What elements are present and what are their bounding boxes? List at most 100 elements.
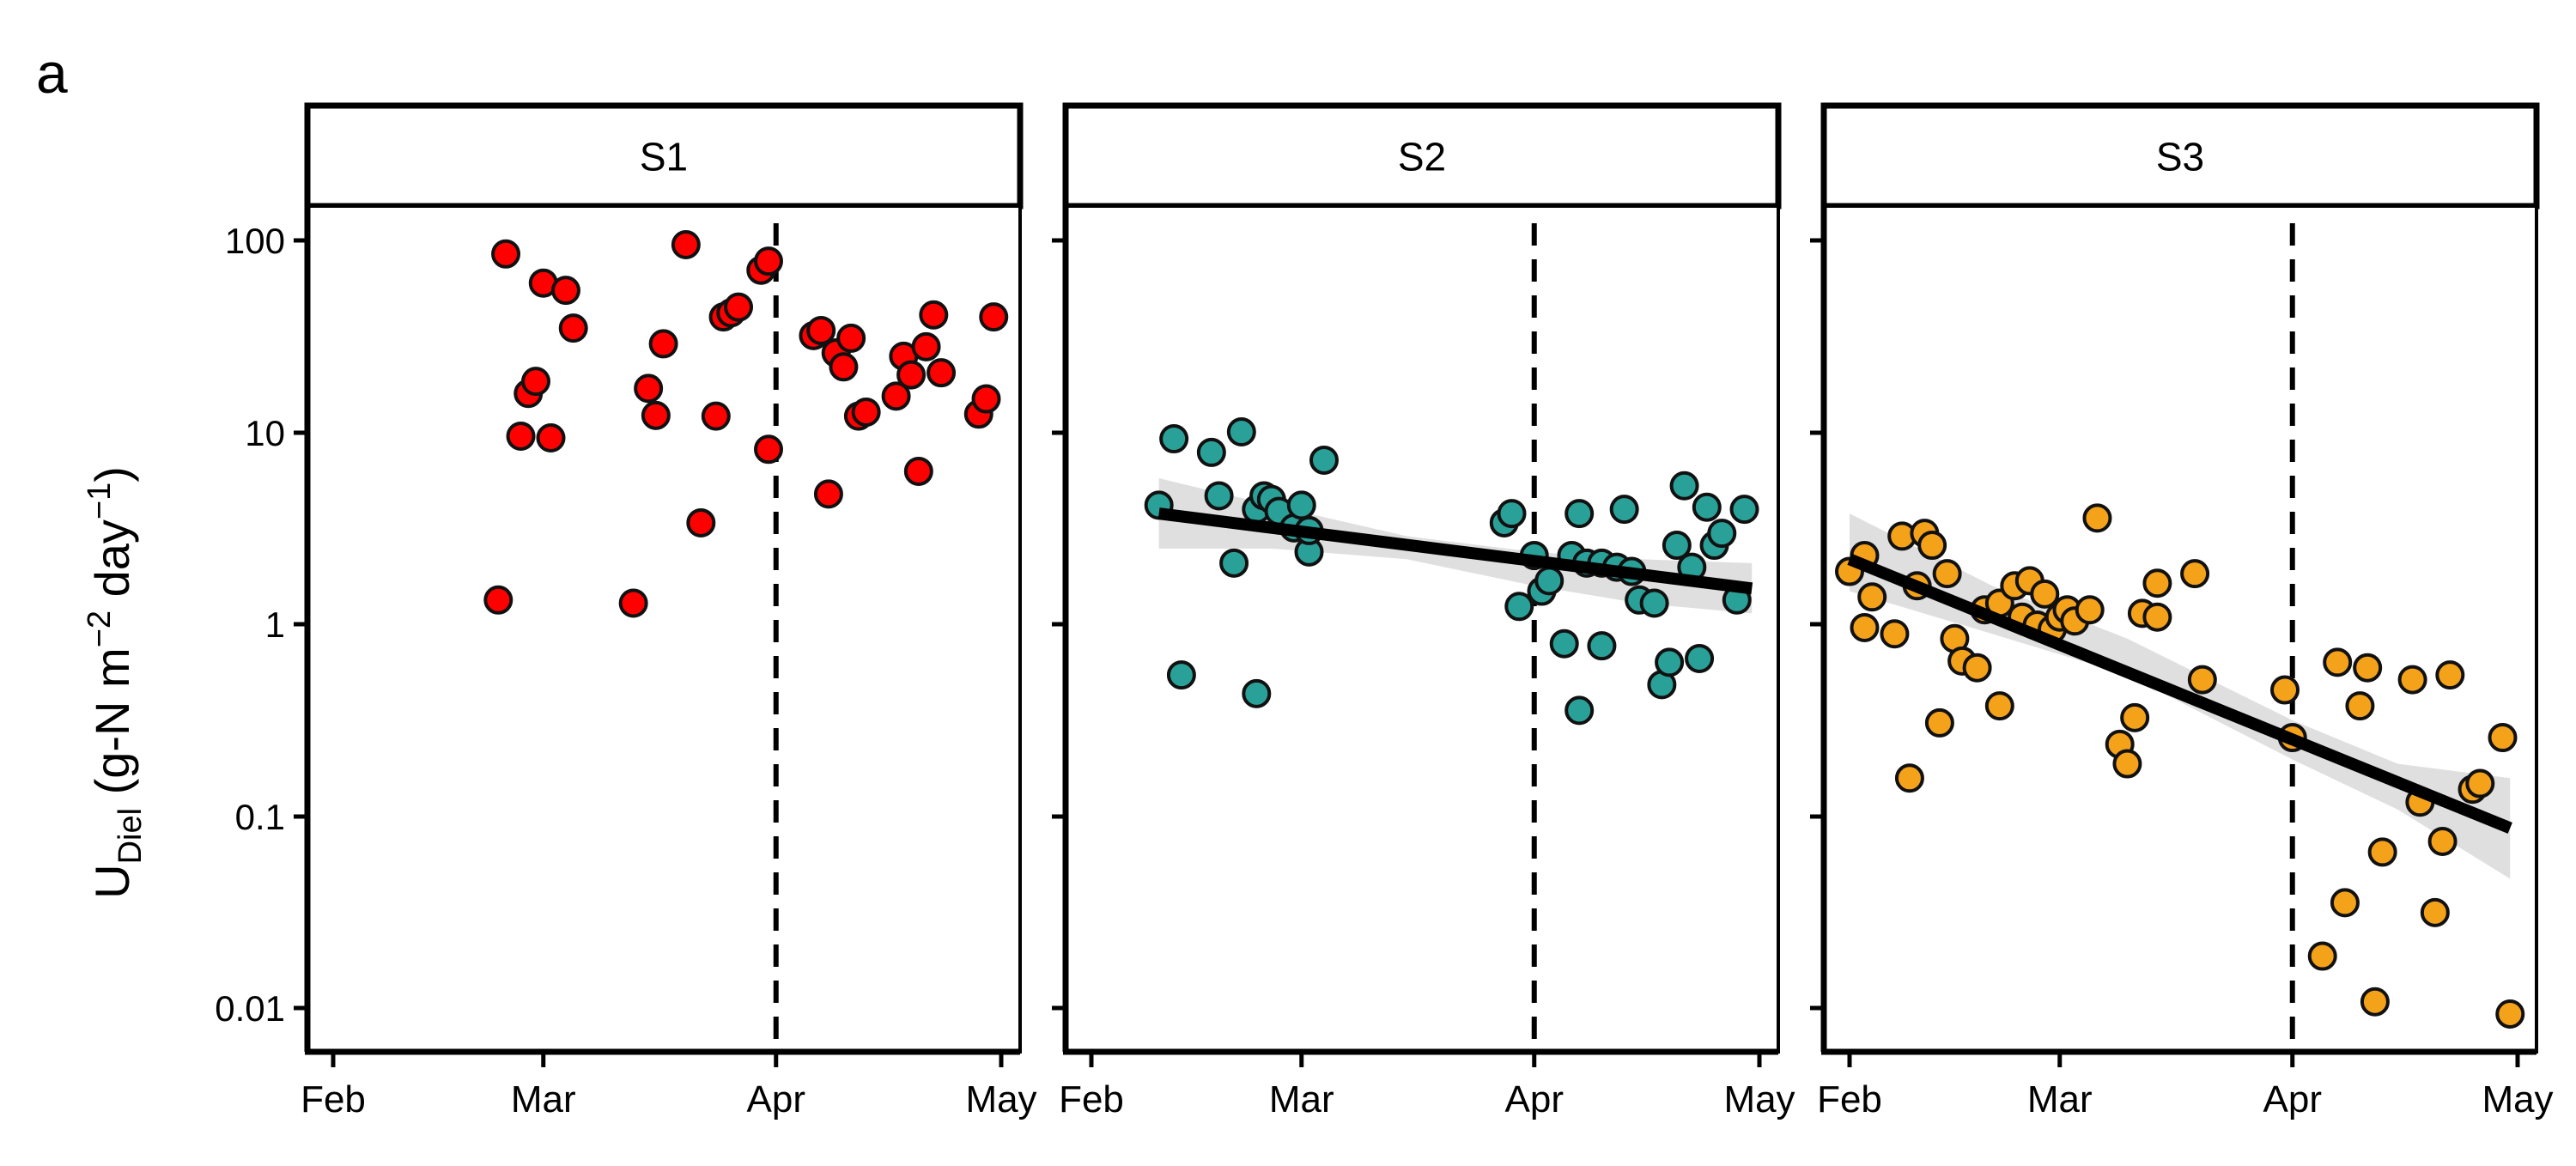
data-point (1204, 481, 1234, 511)
data-point (2142, 602, 2172, 632)
data-point (2367, 837, 2397, 867)
facet-strip (304, 102, 1024, 210)
data-point (1159, 424, 1189, 454)
data-point (1166, 660, 1196, 690)
data-point (1692, 492, 1722, 522)
y-axis-title-sup-a: −2 (82, 610, 118, 647)
data-point (1609, 495, 1639, 525)
data-point (1655, 647, 1685, 677)
data-point (2307, 941, 2337, 971)
panel-label: a (36, 41, 68, 105)
data-point (2330, 888, 2360, 918)
data-point (836, 323, 866, 353)
x-tick-label: Apr (1505, 1078, 1564, 1120)
y-tick-label: 0.01 (215, 988, 285, 1029)
data-point (1549, 629, 1579, 659)
data-point (536, 423, 566, 453)
facet-strip-label: S3 (2156, 135, 2204, 179)
data-point (1497, 499, 1527, 529)
y-axis-title-units: (g-N m (85, 647, 139, 808)
data-point (558, 313, 588, 343)
data-point (2082, 503, 2112, 533)
data-point (2345, 691, 2375, 721)
data-point (896, 360, 927, 390)
data-point (1534, 566, 1564, 596)
x-tick-label: Feb (1817, 1078, 1882, 1120)
data-point (2360, 987, 2390, 1017)
data-point (1880, 619, 1910, 649)
data-point (1587, 631, 1617, 661)
x-tick-label: Feb (1059, 1078, 1124, 1120)
facet-s3: S3 Feb Mar Apr May (1810, 102, 2554, 1120)
data-point (927, 358, 957, 388)
facet-strip-label: S2 (1398, 135, 1446, 179)
facet-s2: S2 Feb Mar Apr May (1052, 102, 1795, 1120)
data-point (2420, 897, 2450, 927)
data-point (1196, 437, 1226, 467)
facet-strip (1062, 102, 1782, 210)
data-point (2488, 723, 2518, 753)
data-point (2142, 568, 2172, 598)
x-tick-label: Mar (1269, 1078, 1334, 1120)
data-point (1662, 531, 1692, 561)
facet-strip-label: S1 (640, 135, 688, 179)
plot-area (1822, 204, 2538, 1054)
data-point (1639, 588, 1669, 618)
data-point (686, 507, 716, 537)
data-point (1850, 612, 1880, 642)
data-point (491, 239, 521, 269)
y-axis-title-sub: Diel (112, 808, 149, 864)
data-point (671, 229, 701, 259)
data-point (2397, 665, 2427, 695)
data-point (2030, 579, 2060, 609)
x-tick-label: Feb (301, 1078, 366, 1120)
trend-line (1157, 507, 1753, 595)
data-point (2465, 768, 2495, 799)
data-point (634, 373, 664, 404)
data-point (648, 329, 678, 359)
data-point (701, 401, 731, 431)
data-point (1309, 445, 1339, 475)
x-tick-label: Apr (2263, 1078, 2322, 1120)
y-tick-label: 100 (225, 221, 285, 261)
y-axis-title-close: ) (85, 466, 139, 483)
data-point (829, 352, 859, 382)
data-point (1962, 653, 1992, 683)
data-point (813, 479, 843, 509)
facet-s1: S1 0.01 0.1 1 10 100 Feb Mar Apr May (215, 102, 1037, 1120)
data-point (754, 246, 784, 276)
x-tick-label: Mar (511, 1078, 576, 1120)
data-point (724, 292, 754, 322)
y-axis-title-main: U (85, 864, 139, 898)
data-point (1226, 417, 1256, 447)
data-point (919, 300, 949, 330)
data-point (1242, 678, 1272, 708)
data-point (1504, 592, 1534, 622)
x-tick-label: May (965, 1078, 1036, 1120)
data-point (2353, 653, 2383, 683)
data-point (2495, 999, 2525, 1029)
y-axis-title-units-b: day (85, 519, 139, 610)
data-point (911, 331, 941, 361)
data-point (806, 315, 836, 345)
data-point (1286, 490, 1316, 520)
data-point (1707, 519, 1737, 549)
data-point (483, 585, 513, 615)
x-tick-label: Mar (2027, 1078, 2093, 1120)
data-point (1564, 695, 1595, 726)
data-point (521, 367, 551, 397)
data-point (2075, 595, 2105, 625)
data-point (851, 397, 881, 427)
x-tick-label: May (1723, 1078, 1795, 1120)
data-point (550, 276, 580, 306)
data-point (2427, 826, 2458, 856)
data-point (1564, 499, 1595, 529)
plot-area (1064, 204, 1780, 1054)
data-point (979, 302, 1009, 332)
data-point (506, 421, 536, 451)
data-point (1219, 548, 1249, 578)
data-point (618, 588, 648, 618)
data-point (1917, 531, 1947, 561)
y-axis-title-sup-b: −1 (82, 483, 118, 519)
